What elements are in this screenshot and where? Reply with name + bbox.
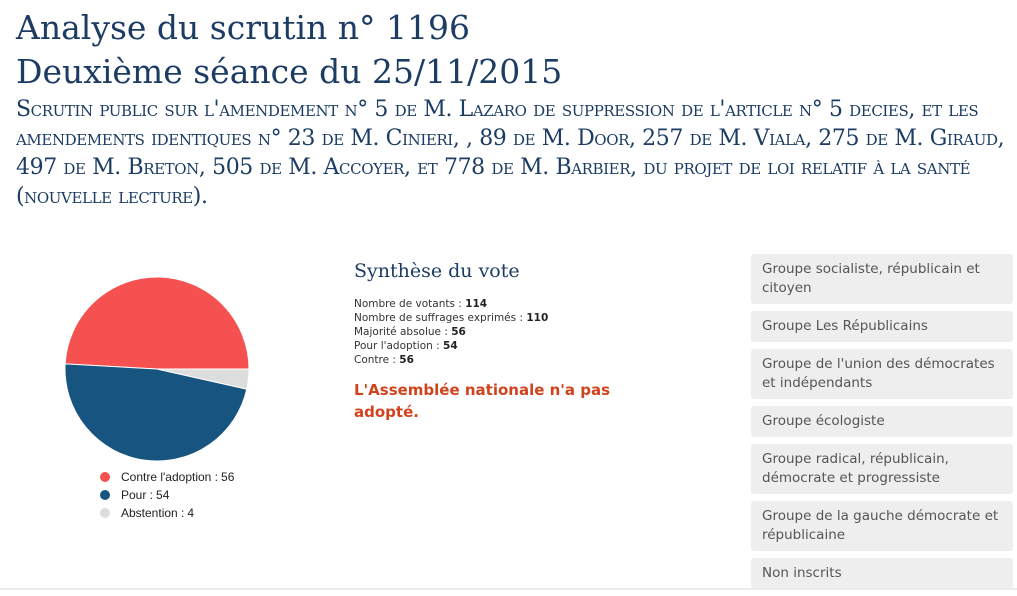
page-title: Analyse du scrutin n° 1196 Deuxième séan… [16, 6, 562, 94]
group-item-republicains[interactable]: Groupe Les Républicains [751, 311, 1013, 342]
stat-suffrages: Nombre de suffrages exprimés : 110 [354, 311, 674, 325]
vote-summary: Synthèse du vote Nombre de votants : 114… [354, 258, 674, 423]
group-item-non-inscrits[interactable]: Non inscrits [751, 558, 1013, 589]
vote-result: L'Assemblée nationale n'a pas adopté. [354, 381, 611, 421]
legend-value-contre: 56 [221, 470, 235, 484]
stat-label: Nombre de suffrages exprimés : [354, 312, 523, 324]
legend-dot-contre [100, 472, 110, 482]
stat-value: 114 [465, 298, 488, 310]
legend-item-contre: Contre l'adoption :56 [100, 468, 234, 486]
pie-slice-pour[interactable] [64, 363, 248, 462]
chart-legend: Contre l'adoption :56 Pour :54 Abstentio… [100, 468, 234, 522]
stat-pour: Pour l'adoption : 54 [354, 339, 674, 353]
legend-item-pour: Pour :54 [100, 486, 234, 504]
group-item-ecologiste[interactable]: Groupe écologiste [751, 406, 1013, 437]
stat-label: Nombre de votants : [354, 298, 462, 310]
stat-value: 54 [443, 340, 458, 352]
stat-label: Contre : [354, 354, 396, 366]
group-item-socialiste[interactable]: Groupe socialiste, républicain et citoye… [751, 254, 1013, 304]
pie-slice-contre[interactable] [64, 276, 250, 370]
group-item-udi[interactable]: Groupe de l'union des démocrates et indé… [751, 349, 1013, 399]
legend-item-abstention: Abstention :4 [100, 504, 234, 522]
legend-value-pour: 54 [156, 488, 170, 502]
summary-title: Synthèse du vote [354, 260, 520, 282]
legend-value-abstention: 4 [187, 506, 195, 520]
stat-contre: Contre : 56 [354, 353, 674, 367]
legend-dot-pour [100, 490, 110, 500]
legend-label-abstention: Abstention : [121, 506, 185, 520]
scrutin-description: Scrutin public sur l'amendement n° 5 de … [16, 97, 1005, 209]
stat-value: 110 [526, 312, 549, 324]
group-item-radical[interactable]: Groupe radical, républicain, démocrate e… [751, 444, 1013, 494]
stat-majorite: Majorité absolue : 56 [354, 325, 674, 339]
group-item-gauche-democrate[interactable]: Groupe de la gauche démocrate et républi… [751, 501, 1013, 551]
vote-chart: Contre l'adoption :56 Pour :54 Abstentio… [40, 260, 280, 530]
legend-dot-abstention [100, 508, 110, 518]
legend-label-contre: Contre l'adoption : [121, 470, 219, 484]
scrutin-number-title: Analyse du scrutin n° 1196 [16, 8, 471, 47]
stat-label: Majorité absolue : [354, 326, 448, 338]
stat-value: 56 [451, 326, 466, 338]
stat-value: 56 [399, 354, 414, 366]
vote-pie-chart [64, 276, 250, 462]
pie-slice-abstention[interactable] [156, 368, 250, 390]
bottom-divider [0, 588, 1017, 590]
stat-label: Pour l'adoption : [354, 340, 440, 352]
seance-date-title: Deuxième séance du 25/11/2015 [16, 52, 563, 91]
vote-stats: Nombre de votants : 114 Nombre de suffra… [354, 297, 674, 367]
group-list: Groupe socialiste, républicain et citoye… [751, 254, 1013, 596]
legend-label-pour: Pour : [121, 488, 154, 502]
stat-votants: Nombre de votants : 114 [354, 297, 674, 311]
